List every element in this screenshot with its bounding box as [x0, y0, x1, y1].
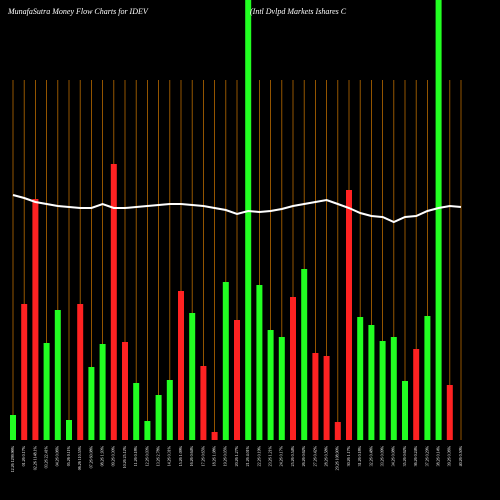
x-tick-label: 16.26 0.64%: [189, 445, 194, 466]
bar: [110, 164, 117, 440]
x-tick-label: 25.26 0.54%: [290, 445, 295, 466]
x-tick-label: 18.26 1.08%: [212, 445, 217, 466]
x-tick-label: 22.26 0.19%: [256, 445, 261, 466]
x-tick-label: 37.26 0.29%: [424, 445, 429, 466]
bar: [312, 353, 319, 440]
bar: [54, 310, 61, 440]
plot: 12.26 1299.96% 01.26 0.17% 02.26 1148.1% 03…: [10, 0, 463, 472]
x-tick-label: 08.26 1.93%: [100, 445, 105, 466]
x-tick-label: 29.26 108.90%: [335, 445, 340, 470]
x-tick-label: 34.26 0.08%: [391, 445, 396, 466]
x-tick-label: 23.26 1.21%: [268, 445, 273, 466]
bar: [77, 304, 84, 440]
x-tick-label: 39.26 0.36%: [447, 445, 452, 466]
x-tick-label: 05.26 0.11%: [66, 445, 71, 466]
bar: [413, 349, 420, 440]
x-tick-label: 30.26 1.17%: [346, 445, 351, 466]
bar: [446, 385, 453, 440]
x-tick-label: 15.26 1.09%: [178, 445, 183, 466]
x-tick-label: 09.26 0.30%: [111, 445, 116, 466]
bar: [133, 383, 140, 440]
bar: [166, 380, 173, 440]
x-tick-label: 14.26 0.31%: [167, 445, 172, 466]
x-tick-label: 12.26 0.03%: [144, 445, 149, 466]
x-tick-label: 02.26 1148.1%: [32, 445, 37, 470]
x-tick-label: 24.26 0.17%: [279, 445, 284, 466]
x-tick-label: 38.26 0.14%: [436, 445, 441, 466]
bar: [368, 325, 375, 440]
bar: [301, 269, 308, 440]
x-tick-label: 17.26 0.65%: [200, 445, 205, 466]
money-flow-line: [12, 194, 462, 224]
bar: [435, 0, 442, 440]
bar: [290, 297, 296, 440]
x-tick-label: 33.26 0.09%: [380, 445, 385, 466]
bar: [402, 381, 408, 440]
bar: [189, 313, 196, 440]
bar: [267, 330, 274, 440]
bar: [43, 343, 50, 440]
bar: [379, 341, 386, 440]
x-tick-label: 07.26 60.08%: [88, 445, 93, 468]
bar: [88, 367, 95, 440]
x-tick-label: 10.26 25.12%: [122, 445, 127, 468]
bar: [245, 0, 252, 440]
x-tick-label: 11.26 0.18%: [133, 445, 138, 466]
x-tick-label: 03.26 22.41%: [44, 445, 49, 468]
bar: [21, 304, 28, 440]
bar: [323, 356, 330, 440]
bar: [178, 291, 184, 440]
bar: [32, 199, 39, 440]
x-tick-label: 21.26 4.01%: [245, 445, 250, 466]
bar: [155, 395, 162, 440]
x-tick-label: 19.26 0.05%: [223, 445, 228, 466]
bar: [222, 282, 229, 440]
x-tick-label: 06.26 110.55%: [77, 445, 82, 470]
bar: [390, 337, 397, 440]
bar: [346, 190, 352, 440]
chart-subtitle: (Intl Dvlpd Markets Ishares C: [250, 7, 347, 16]
bar: [334, 422, 341, 440]
bar: [278, 337, 285, 440]
x-tick-label: 12.26 1299.96%: [10, 445, 15, 472]
bar: [10, 415, 16, 440]
x-tick-label: 20.26 1.27%: [234, 445, 239, 466]
bar: [424, 316, 431, 440]
bar: [256, 285, 263, 440]
bar: [357, 317, 364, 440]
x-tick-label: 35.26 0.62%: [402, 445, 407, 466]
bar: [200, 366, 207, 440]
bar: [66, 420, 72, 440]
x-tick-label: 01.26 0.17%: [21, 445, 26, 466]
chart-title: MunafaSutra Money Flow Charts for IDEV: [7, 7, 149, 16]
x-tick-label: 27.26 0.42%: [312, 445, 317, 466]
x-tick-label: 31.26 0.18%: [357, 445, 362, 466]
x-tick-label: 04.26 0.06%: [55, 445, 60, 466]
x-tick-label: 13.26 2.78%: [156, 445, 161, 466]
x-tick-label: 32.26 0.48%: [368, 445, 373, 466]
x-tick-label: 26.26 0.62%: [301, 445, 306, 466]
bar: [211, 432, 218, 440]
x-tick-label: 28.26 0.58%: [324, 445, 329, 466]
x-tick-label: 36.26 0.24%: [413, 445, 418, 466]
bar: [234, 320, 240, 440]
bar: [144, 421, 151, 440]
bar: [99, 344, 106, 440]
bar: [122, 342, 128, 440]
x-tick-label: 40.26 0.50%: [458, 445, 463, 466]
